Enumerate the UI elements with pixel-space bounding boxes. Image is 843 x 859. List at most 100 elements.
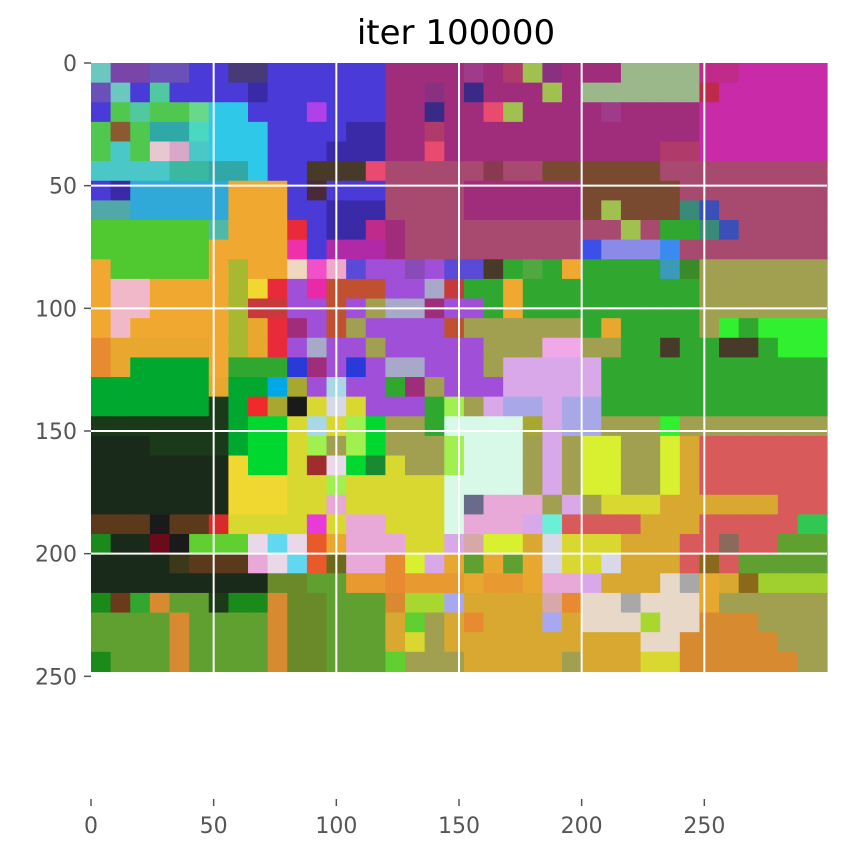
heatmap-cell [660,416,681,437]
heatmap-cell [346,651,367,673]
heatmap-cell [248,337,269,358]
heatmap-cell [522,200,544,221]
heatmap-cell [699,494,720,516]
heatmap-cell [620,514,642,535]
heatmap-cell [503,632,524,653]
heatmap-cell [817,141,828,162]
heatmap-cell [169,553,190,574]
heatmap-cell [130,651,151,673]
heatmap-cell [699,651,720,673]
heatmap-cell [463,632,485,653]
heatmap-cell [169,592,190,614]
heatmap-cell [189,318,210,339]
heatmap-cell [601,180,622,201]
heatmap-cell [797,318,818,339]
heatmap-cell [110,161,131,182]
heatmap-cell [91,239,112,260]
heatmap-cell [228,534,249,555]
heatmap-cell [797,259,818,280]
heatmap-cell [758,475,779,496]
heatmap-cell [679,180,701,201]
heatmap-cell [503,651,524,673]
heatmap-cell [405,259,426,280]
heatmap-cell [699,573,720,594]
heatmap-cell [130,534,151,555]
heatmap-cell [306,475,328,496]
heatmap-cell [287,63,308,84]
heatmap-cell [424,651,445,673]
grid-lines [91,63,827,799]
heatmap-cell [620,337,642,358]
heatmap-cell [287,180,308,201]
heatmap-cell [189,514,210,535]
heatmap-cell [405,357,426,378]
heatmap-cell [91,475,112,496]
heatmap-cell [522,278,544,300]
heatmap-cell [522,161,544,182]
heatmap-cell [777,396,799,417]
heatmap-cell [365,416,386,437]
heatmap-cell [817,220,828,241]
heatmap-cell [91,63,112,84]
heatmap-cell [424,161,445,182]
heatmap-cell [777,220,799,241]
heatmap-cell [542,435,563,457]
heatmap-cell [542,514,563,535]
heatmap-cell [189,337,210,358]
heatmap-cell [758,102,779,123]
heatmap-cell [385,200,406,221]
heatmap-image [91,63,828,673]
heatmap-cell [699,82,720,103]
heatmap-cell [620,318,642,339]
heatmap-cell [719,63,740,84]
heatmap-cell [463,102,485,123]
heatmap-cell [503,200,524,221]
heatmap-cell [660,141,681,162]
heatmap-cell [130,475,151,496]
heatmap-cell [777,82,799,103]
heatmap-cell [640,514,661,535]
heatmap-cell [817,102,828,123]
heatmap-cell [365,141,386,162]
heatmap-cell [149,63,171,84]
heatmap-cell [738,337,759,358]
heatmap-cell [562,573,583,594]
heatmap-cell [797,573,818,594]
heatmap-cell [758,141,779,162]
heatmap-cell [405,377,426,398]
heatmap-cell [306,200,328,221]
heatmap-cell [699,592,720,614]
heatmap-cell [444,553,465,574]
heatmap-cell [424,592,445,614]
heatmap-cell [91,259,112,280]
heatmap-cell [169,416,190,437]
heatmap-cell [110,63,131,84]
heatmap-cell [110,239,131,260]
heatmap-cell [346,475,367,496]
heatmap-cell [660,161,681,182]
heatmap-cell [483,377,504,398]
heatmap-cell [699,180,720,201]
heatmap-cell [169,396,190,417]
heatmap-cell [758,318,779,339]
heatmap-cell [758,455,779,476]
heatmap-cell [149,318,171,339]
heatmap-cell [483,259,504,280]
heatmap-cell [699,63,720,84]
heatmap-cell [483,514,504,535]
heatmap-cell [562,494,583,516]
heatmap-cell [346,239,367,260]
heatmap-cell [365,337,386,358]
heatmap-cell [660,396,681,417]
heatmap-cell [463,200,485,221]
heatmap-cell [797,651,818,673]
heatmap-cell [719,416,740,437]
heatmap-cell [228,141,249,162]
heatmap-cell [640,553,661,574]
heatmap-cell [424,396,445,417]
heatmap-cell [640,318,661,339]
heatmap-cell [306,239,328,260]
heatmap-cell [405,102,426,123]
heatmap-cell [228,337,249,358]
heatmap-cell [385,396,406,417]
